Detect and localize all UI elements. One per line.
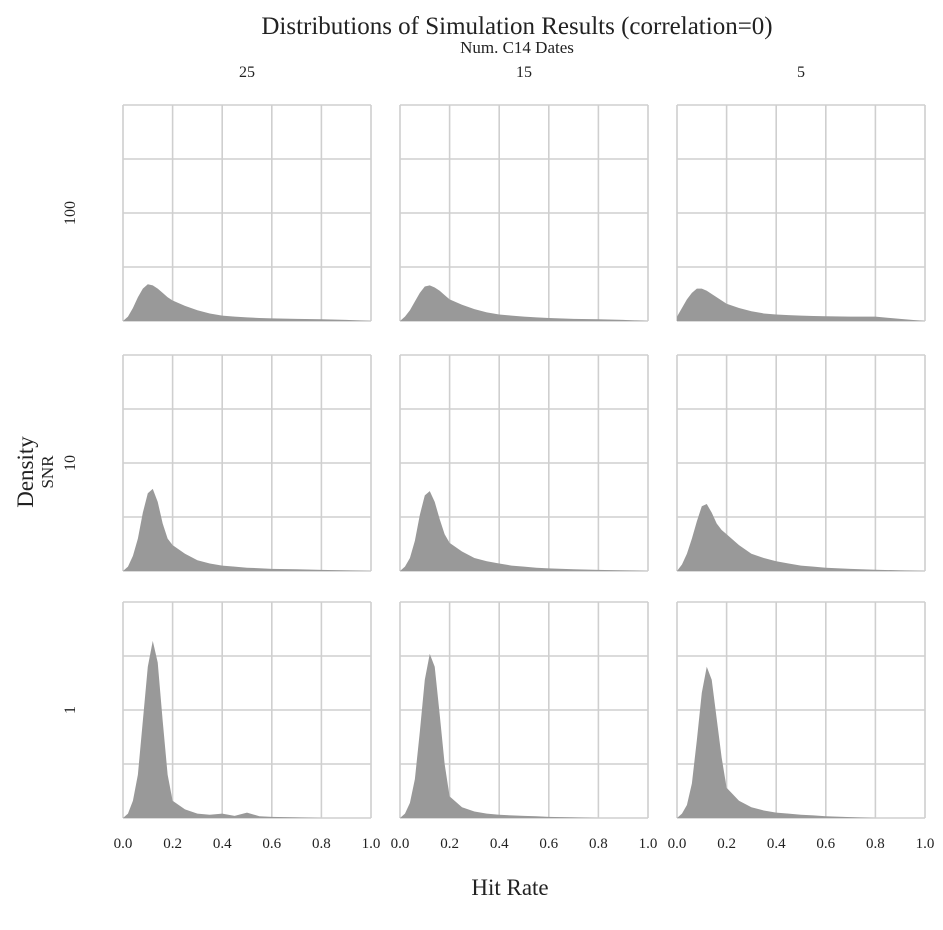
density-area xyxy=(400,285,648,321)
y-axis-label: Density xyxy=(13,436,38,508)
facet-panel xyxy=(676,104,926,322)
x-tick-label: 0.2 xyxy=(163,836,182,852)
column-facet-label: Num. C14 Dates xyxy=(460,38,574,57)
x-tick-label: 0.4 xyxy=(767,836,786,852)
x-tick-label: 0.6 xyxy=(539,836,558,852)
x-axis-label: Hit Rate xyxy=(471,875,548,900)
x-tick-label: 0.2 xyxy=(717,836,736,852)
row-strip-label: 10 xyxy=(62,455,79,471)
facet-panel xyxy=(122,354,372,572)
density-area xyxy=(677,504,925,571)
facet-panel xyxy=(399,354,649,572)
column-strip-label: 15 xyxy=(516,64,532,81)
density-area xyxy=(123,488,371,571)
facet-panel: 0.0 0.2 0.4 0.6 0.8 1.0 xyxy=(114,601,381,852)
column-strip-label: 25 xyxy=(239,64,255,81)
x-tick-label: 0.4 xyxy=(213,836,232,852)
row-strip-label: 1 xyxy=(62,706,79,714)
x-tick-label: 0.6 xyxy=(816,836,835,852)
x-tick-label: 0.0 xyxy=(391,836,410,852)
row-strip-label: 100 xyxy=(62,201,79,225)
facet-panel: 0.0 0.2 0.4 0.6 0.8 1.0 xyxy=(668,601,935,852)
x-tick-label: 0.0 xyxy=(114,836,133,852)
density-area xyxy=(400,653,648,818)
x-tick-label: 0.6 xyxy=(262,836,281,852)
density-area xyxy=(677,288,925,321)
x-tick-label: 1.0 xyxy=(362,836,381,852)
x-tick-label: 0.8 xyxy=(589,836,608,852)
x-tick-label: 0.8 xyxy=(866,836,885,852)
density-area xyxy=(123,640,371,818)
density-area xyxy=(400,491,648,571)
x-tick-label: 0.2 xyxy=(440,836,459,852)
density-area xyxy=(677,666,925,818)
x-tick-label: 0.0 xyxy=(668,836,687,852)
facet-panel xyxy=(676,354,926,572)
facet-panel xyxy=(122,104,372,322)
density-area xyxy=(123,284,371,321)
x-tick-label: 0.8 xyxy=(312,836,331,852)
x-tick-label: 0.4 xyxy=(490,836,509,852)
row-facet-label: SNR xyxy=(38,455,57,489)
x-tick-label: 1.0 xyxy=(639,836,658,852)
facet-panel xyxy=(399,104,649,322)
column-strip-label: 5 xyxy=(797,64,805,81)
chart-title: Distributions of Simulation Results (cor… xyxy=(261,13,772,40)
x-tick-label: 1.0 xyxy=(916,836,935,852)
facet-panel: 0.0 0.2 0.4 0.6 0.8 1.0 xyxy=(391,601,658,852)
